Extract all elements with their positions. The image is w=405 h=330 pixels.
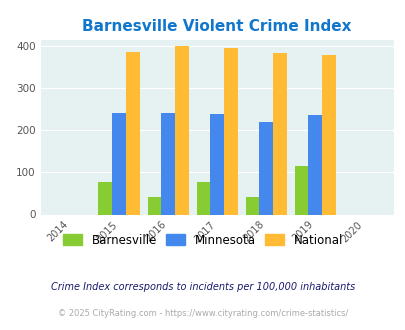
Bar (210, 114, 224, 214)
Text: Crime Index corresponds to incidents per 100,000 inhabitants: Crime Index corresponds to incidents per… (51, 282, 354, 292)
Bar (98, 182, 112, 215)
Bar (112, 113, 126, 214)
Bar (245, 197, 259, 214)
Title: Barnesville Violent Crime Index: Barnesville Violent Crime Index (82, 19, 351, 34)
Bar (161, 113, 175, 214)
Bar (273, 53, 286, 214)
Bar (175, 46, 188, 214)
Bar (224, 49, 237, 214)
Bar (322, 55, 335, 214)
Bar (294, 166, 308, 214)
Bar (147, 197, 161, 214)
Bar (196, 182, 210, 215)
Bar (126, 52, 139, 214)
Bar (308, 115, 322, 214)
Bar (259, 122, 273, 214)
Text: © 2025 CityRating.com - https://www.cityrating.com/crime-statistics/: © 2025 CityRating.com - https://www.city… (58, 309, 347, 318)
Legend: Barnesville, Minnesota, National: Barnesville, Minnesota, National (58, 229, 347, 251)
